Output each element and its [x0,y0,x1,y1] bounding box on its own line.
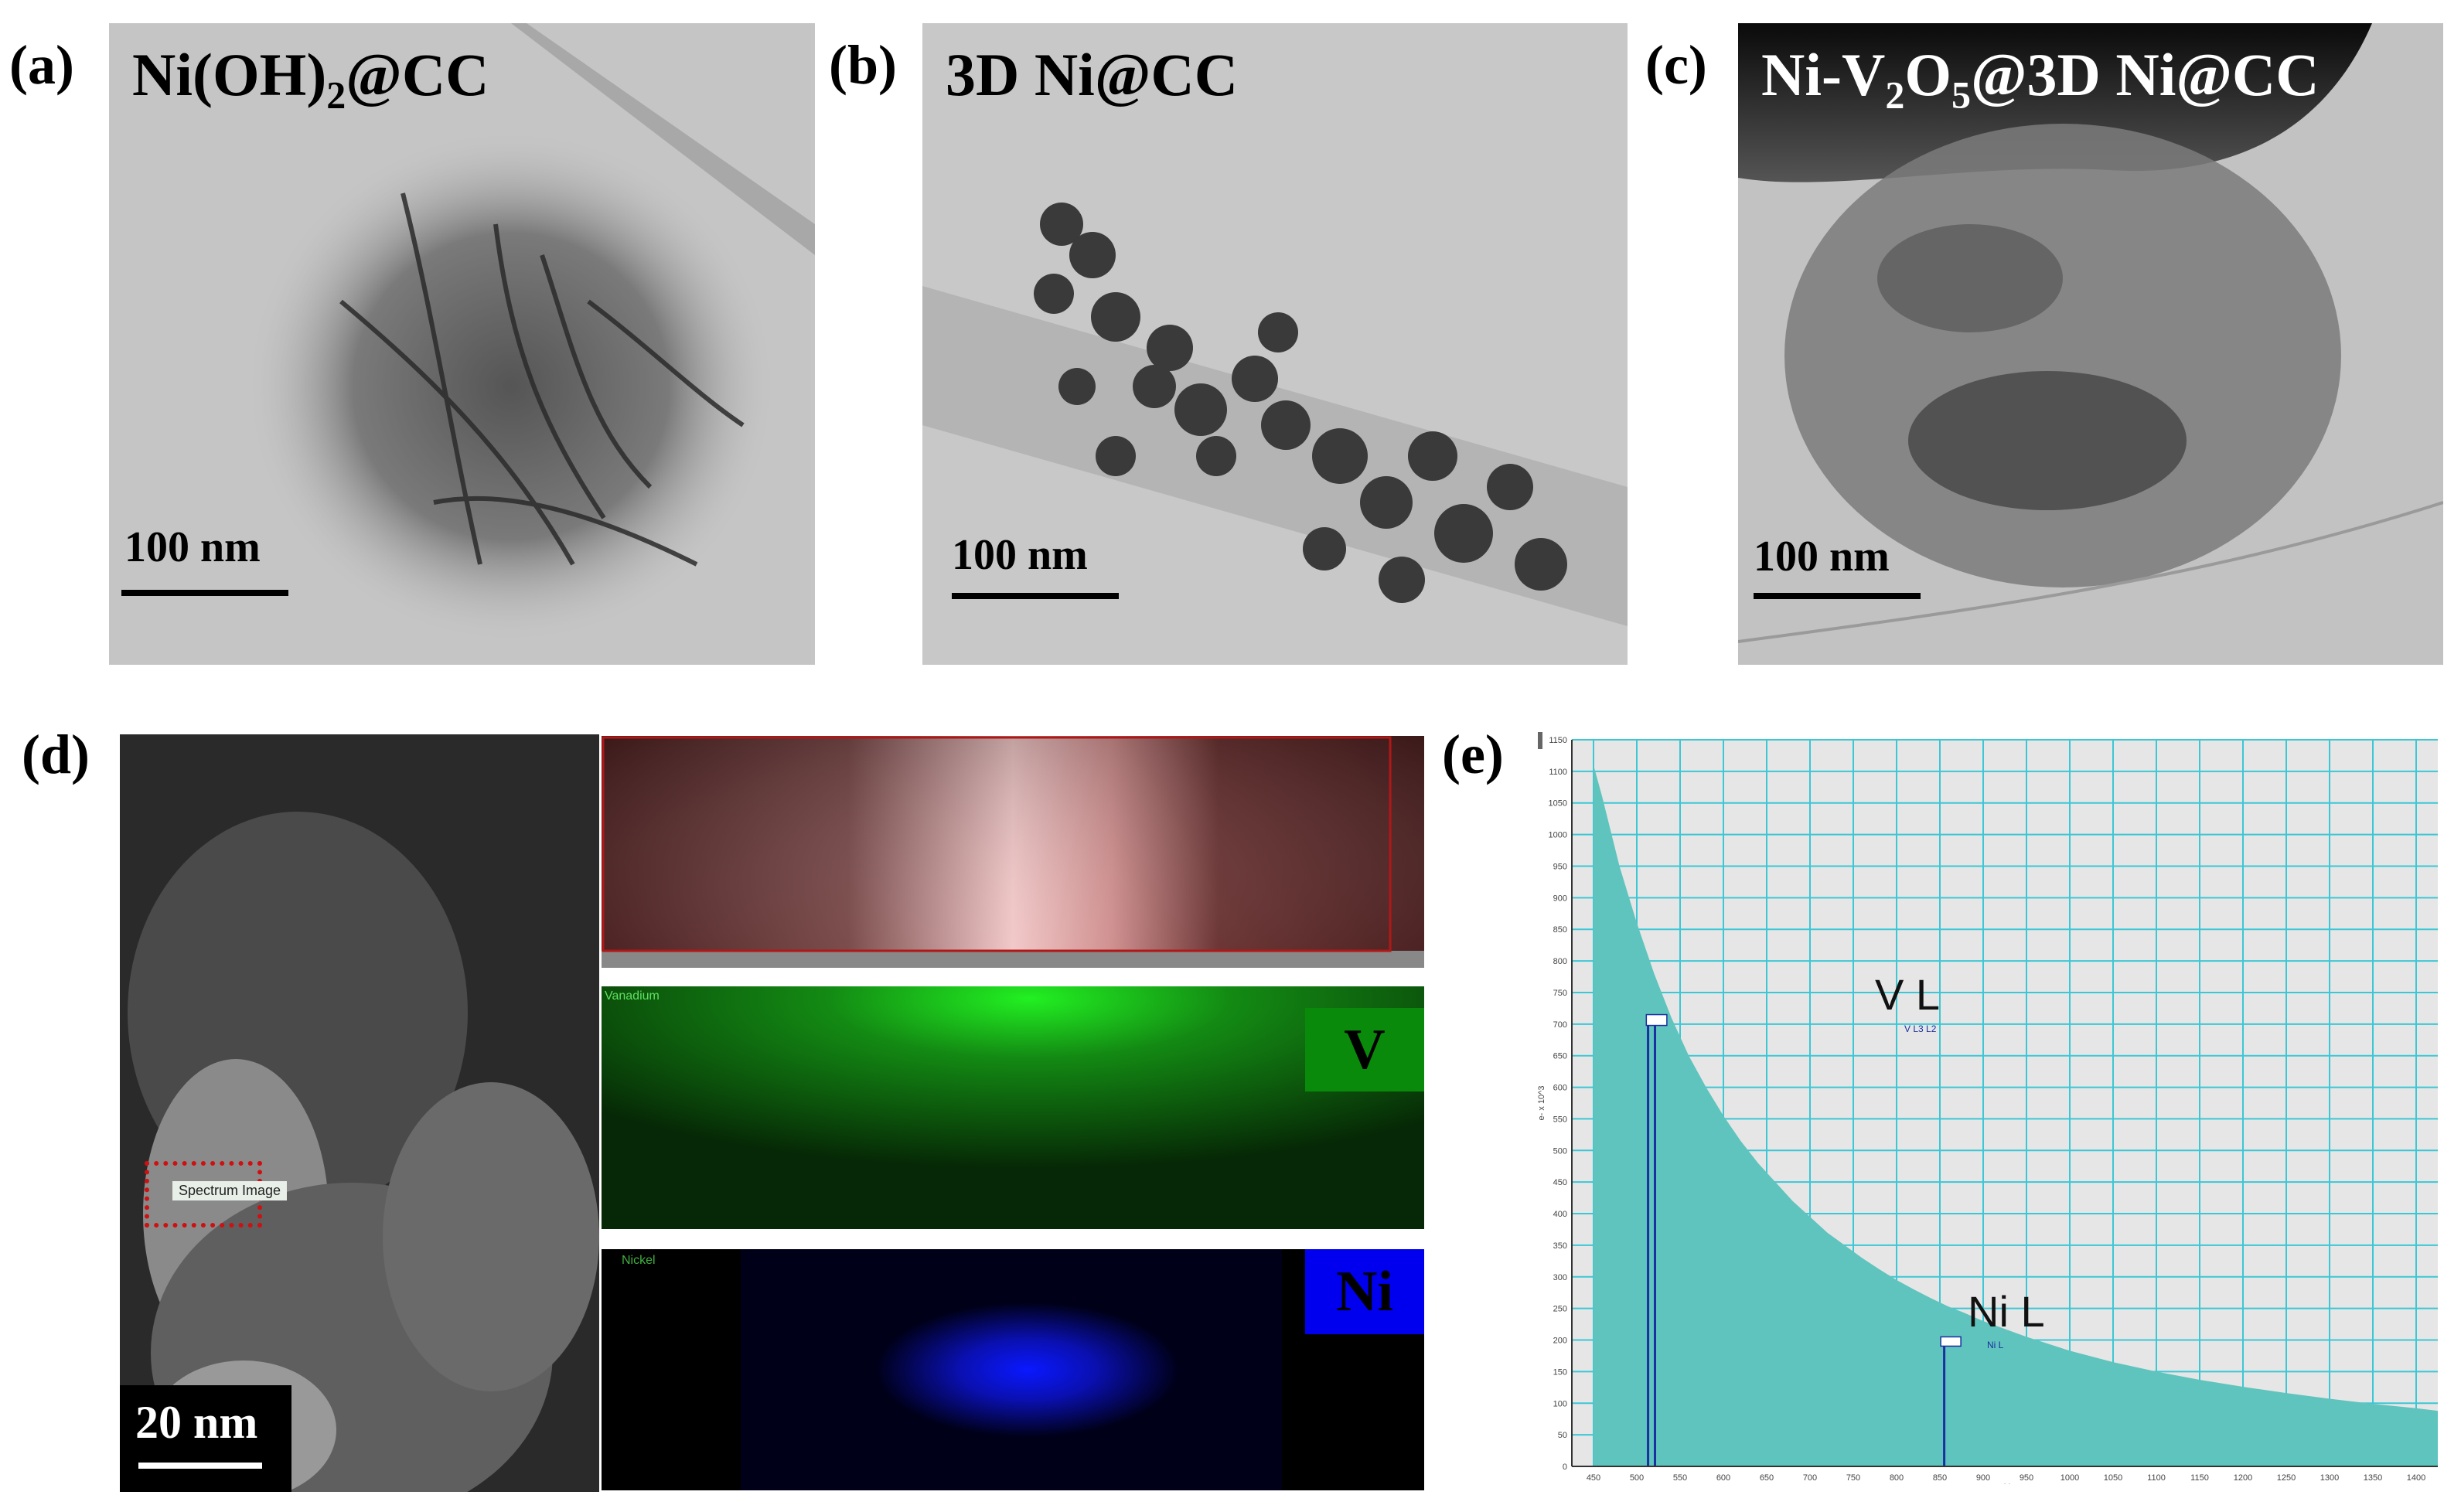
peak-label-v: V L [1875,970,1940,1019]
x-tick-label: 1250 [2277,1473,2296,1483]
eels-spectrum-chart: 450 500 550 600 650 700 750 800 850 900 950 1000 105… [1535,730,2447,1484]
y-tick-label: 750 [1553,989,1567,998]
scale-bar-d [138,1463,262,1469]
y-tick-label: 1000 [1549,831,1567,840]
x-tick-label: 650 [1760,1473,1774,1483]
tem-image-c-texture [1738,23,2443,665]
panel-b-title: 3D Ni@CC [946,41,1239,108]
tem-image-b: 3D Ni@CC 100 nm [922,23,1628,665]
y-tick-label: 150 [1553,1367,1567,1377]
x-tick-label: 600 [1716,1473,1730,1483]
x-tick-label: 950 [2020,1473,2033,1483]
stem-image-d: Spectrum Image 20 nm [120,734,599,1492]
x-tick-label: 500 [1630,1473,1644,1483]
panel-c-label: (c) [1645,34,1707,96]
y-tick-label: 600 [1553,1084,1567,1093]
y-tick-label: 950 [1553,862,1567,871]
vanadium-map-texture [602,986,1424,1229]
y-tick-label: 800 [1553,957,1567,966]
scale-label-d: 20 nm [135,1397,258,1448]
x-tick-label: 550 [1673,1473,1687,1483]
x-tick-label: 1200 [2234,1473,2252,1483]
y-tick-label: 900 [1553,894,1567,903]
scale-label-a: 100 nm [124,523,261,571]
nickel-label: Ni [1305,1249,1424,1334]
y-tick-label: 0 [1563,1463,1567,1472]
y-axis-label: e- x 10^3 [1537,1086,1546,1121]
y-tick-label: 550 [1553,1115,1567,1124]
nickel-map: Nickel Ni [602,1249,1424,1490]
y-tick-label: 250 [1553,1305,1567,1314]
scale-label-c: 100 nm [1754,533,1890,581]
y-tick-label: 500 [1553,1146,1567,1156]
x-tick-label: 1300 [2320,1473,2339,1483]
y-tick-label: 50 [1558,1431,1567,1440]
panel-e-label: (e) [1442,724,1504,785]
x-tick-label: 900 [1976,1473,1990,1483]
y-tick-label: 400 [1553,1210,1567,1219]
x-tick-label: 1050 [2104,1473,2122,1483]
chart-corner-mark [1538,732,1542,749]
x-tick-label: 1400 [2407,1473,2425,1483]
spectrum-area [1594,765,2438,1466]
y-tick-label: 1100 [1549,768,1567,777]
peak-tag-v: V L3 L2 [1904,1023,1937,1034]
panel-b-label: (b) [829,34,897,96]
x-tick-label: 700 [1803,1473,1817,1483]
scale-bar-b [952,593,1119,599]
x-axis-label: eV [1999,1483,2010,1484]
panel-a-title: Ni(OH)2@CC [132,41,489,117]
peak-box-v [1645,1013,1668,1027]
y-tick-label: 100 [1553,1399,1567,1408]
scale-box-d [120,1385,291,1492]
y-tick-label: 450 [1553,1178,1567,1187]
y-tick-label: 300 [1553,1273,1567,1282]
x-tick-label: 1350 [2364,1473,2382,1483]
peak-label-ni: Ni L [1968,1287,2045,1336]
tem-image-b-texture [922,23,1628,665]
x-tick-label: 450 [1587,1473,1600,1483]
adf-map-texture [602,736,1424,968]
panel-d-label: (d) [22,724,90,785]
x-tick-label: 1150 [2190,1473,2209,1483]
y-tick-label: 1050 [1549,799,1567,809]
y-tick-label: 1150 [1549,736,1567,745]
y-tick-label: 650 [1553,1052,1567,1061]
spectrum-image-tag: Spectrum Image [172,1181,288,1200]
y-tick-label: 200 [1553,1337,1567,1346]
adf-map-strip [602,736,1424,968]
scale-bar-a [121,590,288,596]
tem-image-a-texture [109,23,815,665]
nickel-map-texture [602,1249,1424,1490]
x-tick-label: 800 [1890,1473,1904,1483]
tem-image-a: Ni(OH)2@CC 100 nm [109,23,815,665]
peak-box-ni [1940,1336,1962,1347]
x-tick-label: 1000 [2060,1473,2079,1483]
y-tick-label: 700 [1553,1020,1567,1030]
tem-image-c: Ni-V2O5@3D Ni@CC 100 nm [1738,23,2443,665]
panel-c-title: Ni-V2O5@3D Ni@CC [1761,41,2320,117]
x-tick-label: 750 [1846,1473,1860,1483]
y-tick-label: 350 [1553,1241,1567,1251]
stem-image-d-texture [120,734,599,1492]
scale-label-b: 100 nm [952,531,1088,579]
x-tick-label: 850 [1933,1473,1947,1483]
vanadium-map: Vanadium V [602,986,1424,1229]
vanadium-caption: Vanadium [605,989,660,1003]
peak-tag-ni: Ni L [1987,1340,2004,1350]
vanadium-label: V [1305,1008,1424,1091]
y-tick-label: 850 [1553,925,1567,935]
scale-bar-c [1754,593,1921,599]
x-tick-label: 1100 [2147,1473,2166,1483]
nickel-caption: Nickel [622,1254,656,1267]
panel-a-label: (a) [9,34,74,96]
